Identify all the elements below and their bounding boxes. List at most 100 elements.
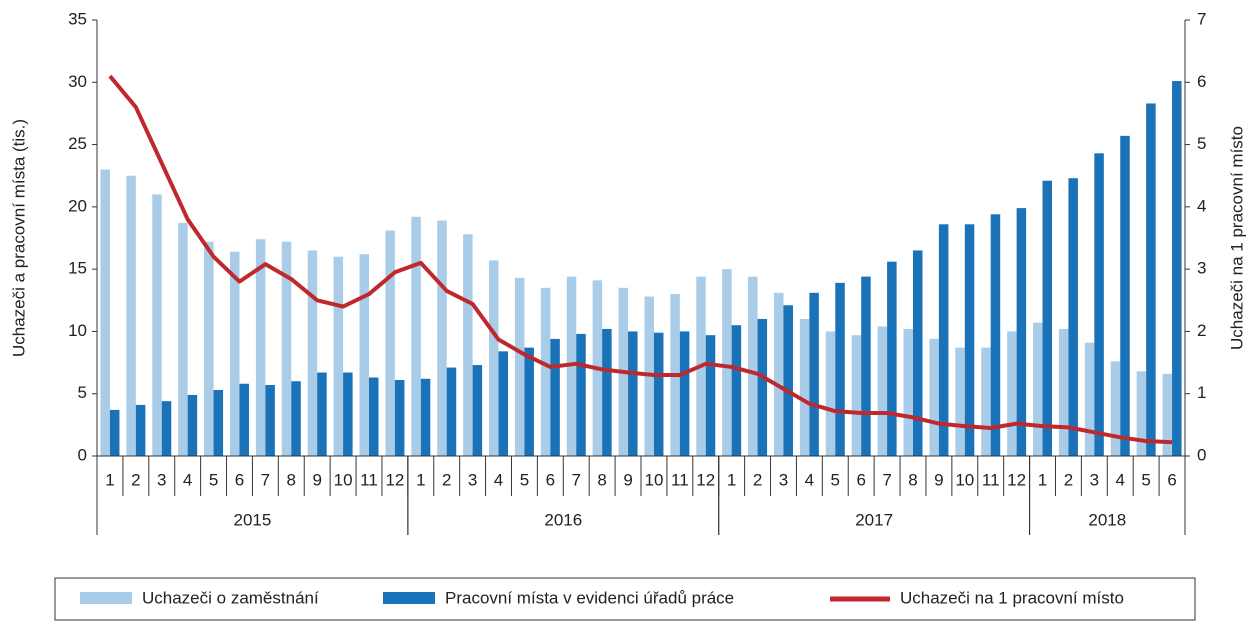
x-tick-label: 12	[1007, 470, 1026, 489]
x-tick-label: 12	[696, 470, 715, 489]
bar	[1058, 328, 1069, 456]
legend-box	[54, 577, 1196, 621]
x-tick-label: 3	[157, 470, 166, 489]
x-tick-label: 1	[1038, 470, 1047, 489]
bar	[938, 224, 949, 456]
y-tick-label: 15	[68, 259, 87, 278]
bar	[1172, 81, 1182, 456]
bar	[1007, 331, 1017, 456]
x-tick-label: 2	[131, 470, 140, 489]
x-tick-label: 5	[209, 470, 218, 489]
bar	[653, 332, 664, 456]
x-tick-label: 1	[727, 470, 736, 489]
y-tick-label: 20	[68, 196, 87, 215]
x-tick-label: 6	[235, 470, 244, 489]
x-tick-label: 2	[442, 470, 451, 489]
x-tick-label: 4	[183, 470, 192, 489]
bar	[178, 223, 188, 456]
x-tick-label: 10	[334, 470, 353, 489]
bar	[1084, 342, 1095, 456]
bar	[731, 325, 742, 456]
bar	[1136, 371, 1147, 456]
bar	[861, 276, 871, 456]
bar	[411, 216, 421, 456]
bar	[369, 377, 379, 456]
bar	[748, 276, 758, 456]
x-tick-label: 8	[908, 470, 917, 489]
bar	[1033, 322, 1043, 456]
legend-swatch	[80, 592, 132, 604]
bar	[359, 254, 369, 456]
x-tick-label: 4	[805, 470, 814, 489]
y-tick-label: 0	[78, 445, 87, 464]
x-tick-label: 5	[520, 470, 529, 489]
bar	[1042, 180, 1053, 456]
y2-tick-label: 0	[1197, 445, 1206, 464]
y-tick-label: 25	[68, 134, 87, 153]
x-group-label: 2018	[1088, 510, 1126, 529]
y2-tick-label: 6	[1197, 72, 1206, 91]
bar	[1016, 208, 1027, 456]
bar	[757, 318, 768, 456]
bar	[913, 250, 923, 456]
x-tick-label: 9	[312, 470, 321, 489]
x-group-label: 2015	[234, 510, 272, 529]
bar	[472, 365, 483, 456]
bar	[1120, 135, 1130, 456]
x-tick-label: 3	[779, 470, 788, 489]
x-tick-label: 2	[1064, 470, 1073, 489]
x-tick-label: 12	[385, 470, 404, 489]
bar	[109, 409, 120, 456]
x-tick-label: 7	[572, 470, 581, 489]
bar	[291, 381, 301, 456]
bar	[1110, 361, 1121, 456]
x-tick-label: 11	[360, 470, 378, 489]
bar	[628, 331, 638, 456]
x-tick-label: 3	[1090, 470, 1099, 489]
bar	[333, 256, 344, 456]
bar	[265, 384, 275, 456]
bar	[281, 241, 292, 456]
bar	[255, 239, 266, 456]
legend-swatch	[383, 592, 435, 604]
x-tick-label: 6	[1167, 470, 1176, 489]
bar	[679, 331, 690, 456]
bar	[524, 347, 534, 456]
x-tick-label: 10	[955, 470, 974, 489]
bar	[825, 331, 836, 456]
bar	[990, 214, 1001, 456]
bar	[1146, 103, 1156, 456]
x-tick-label: 11	[671, 470, 689, 489]
x-tick-label: 8	[287, 470, 296, 489]
bar	[1094, 153, 1104, 456]
y-tick-label: 30	[68, 72, 87, 91]
bar	[722, 269, 732, 456]
x-group-label: 2017	[855, 510, 893, 529]
x-tick-label: 4	[494, 470, 503, 489]
x-tick-label: 11	[982, 470, 1000, 489]
bar	[394, 380, 405, 456]
bar	[887, 261, 897, 456]
x-tick-label: 9	[623, 470, 632, 489]
x-tick-label: 6	[546, 470, 555, 489]
x-tick-label: 1	[105, 470, 114, 489]
legend-label: Pracovní místa v evidenci úřadů práce	[445, 588, 734, 607]
bar	[317, 372, 327, 456]
bar	[783, 305, 793, 456]
legend-label: Uchazeči na 1 pracovní místo	[900, 588, 1124, 607]
bar	[929, 338, 939, 456]
bar	[981, 347, 991, 456]
x-tick-label: 1	[416, 470, 425, 489]
x-tick-label: 8	[597, 470, 606, 489]
bar	[705, 335, 716, 456]
x-tick-label: 7	[261, 470, 270, 489]
bar	[489, 260, 499, 456]
y-axis-label: Uchazeči a pracovní místa (tis.)	[9, 119, 28, 357]
bar	[809, 292, 819, 456]
x-tick-label: 6	[856, 470, 865, 489]
bar	[385, 230, 395, 456]
bar	[773, 292, 784, 456]
y2-tick-label: 3	[1197, 259, 1206, 278]
bar	[420, 378, 431, 456]
bar	[100, 169, 110, 456]
